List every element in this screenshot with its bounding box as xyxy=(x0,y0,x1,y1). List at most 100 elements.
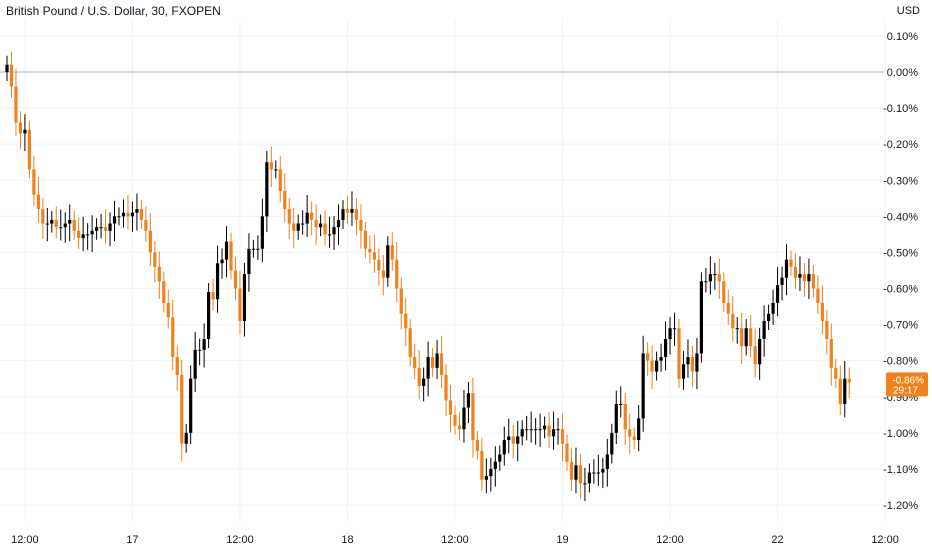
candle-body xyxy=(417,367,421,386)
candle-body xyxy=(511,436,515,444)
candle-body xyxy=(372,252,376,260)
chart-title: British Pound / U.S. Dollar, 30, FXOPEN xyxy=(6,4,221,18)
candle-body xyxy=(323,223,327,235)
candle-body xyxy=(359,219,363,231)
candle-body xyxy=(9,64,14,87)
candle-body xyxy=(466,393,471,408)
candle-body xyxy=(18,122,23,134)
y-tick-label: -1.00% xyxy=(883,428,918,440)
candle-body xyxy=(50,219,54,224)
candle-body xyxy=(112,216,117,224)
candle-body xyxy=(820,302,824,321)
candle-body xyxy=(695,353,699,372)
candle-body xyxy=(5,64,9,72)
candle-body xyxy=(507,436,511,441)
candle-body xyxy=(704,281,708,283)
candle-body xyxy=(148,230,152,253)
candle-body xyxy=(27,129,31,170)
candle-body xyxy=(175,357,179,376)
price-tag: -0.86%29:17 xyxy=(886,372,928,397)
candle-body xyxy=(211,292,215,300)
bar-countdown: 29:17 xyxy=(893,385,918,396)
x-tick-label: 22 xyxy=(771,534,783,546)
candle-body xyxy=(592,472,596,474)
candle-body xyxy=(498,454,502,462)
candle-body xyxy=(641,353,645,419)
candle-body xyxy=(184,432,188,444)
candle-body xyxy=(655,360,659,372)
candle-body xyxy=(381,270,385,278)
candle-body xyxy=(108,223,112,231)
candle-body xyxy=(404,313,408,329)
y-tick-label: -0.80% xyxy=(883,356,918,368)
candle-body xyxy=(207,292,211,340)
candle-body xyxy=(189,378,193,433)
candle-body xyxy=(838,378,842,404)
candle-body xyxy=(399,288,403,314)
y-tick-label: -1.10% xyxy=(883,464,918,476)
candle-body xyxy=(681,364,686,379)
candle-body xyxy=(386,245,390,278)
candle-body xyxy=(659,357,663,361)
x-tick-label: 19 xyxy=(556,534,568,546)
candle-body xyxy=(623,403,627,430)
grid-layer xyxy=(0,20,886,522)
candle-body xyxy=(278,169,282,192)
candle-body xyxy=(41,209,45,224)
candle-body xyxy=(287,209,291,224)
candle-body xyxy=(72,219,76,231)
candle-body xyxy=(336,219,341,228)
candle-body xyxy=(699,281,703,354)
candle-body xyxy=(686,357,690,365)
candle-body xyxy=(229,241,233,271)
candle-body xyxy=(619,403,623,405)
candle-body xyxy=(717,274,721,282)
candle-body xyxy=(793,266,798,278)
candle-body xyxy=(543,425,547,430)
candle-body xyxy=(677,328,681,379)
candle-body xyxy=(90,230,94,235)
candle-body xyxy=(749,328,753,347)
candle-body xyxy=(753,346,757,365)
candle-body xyxy=(713,274,717,276)
candle-body xyxy=(807,274,811,282)
candle-body xyxy=(632,436,636,441)
candle-body xyxy=(453,414,457,426)
candle-body xyxy=(489,468,493,477)
candle-body xyxy=(408,328,412,358)
candle-body xyxy=(538,429,542,431)
candle-body xyxy=(251,248,255,250)
candle-body xyxy=(551,429,556,437)
candle-body xyxy=(269,162,273,170)
candle-body xyxy=(480,450,484,480)
candle-body xyxy=(220,259,224,264)
candle-body xyxy=(798,274,802,278)
candle-body xyxy=(471,393,475,441)
candle-body xyxy=(650,360,654,372)
candle-body xyxy=(668,328,672,340)
candle-body xyxy=(735,328,739,330)
candle-body xyxy=(426,357,430,379)
candle-body xyxy=(462,407,466,430)
candle-body xyxy=(139,209,143,220)
candle-body xyxy=(144,219,148,231)
candle-body xyxy=(126,212,130,217)
y-tick-label: -0.30% xyxy=(883,175,918,187)
y-axis: 0.10% 0.00% -0.10% -0.20% -0.30% -0.40% -0.50%… xyxy=(883,31,918,512)
candle-body xyxy=(23,129,27,134)
candle-body xyxy=(435,353,439,368)
candle-body xyxy=(233,270,238,289)
candle-body xyxy=(153,252,157,267)
candle-body xyxy=(310,212,314,220)
candle-body xyxy=(834,367,838,379)
candle-body xyxy=(296,223,300,231)
candle-body xyxy=(395,259,399,289)
y-tick-label: -0.70% xyxy=(883,320,918,332)
candle-body xyxy=(63,223,67,228)
candle-body xyxy=(99,227,103,229)
candle-body xyxy=(54,219,58,228)
candle-body xyxy=(610,432,614,455)
candle-body xyxy=(628,429,632,437)
